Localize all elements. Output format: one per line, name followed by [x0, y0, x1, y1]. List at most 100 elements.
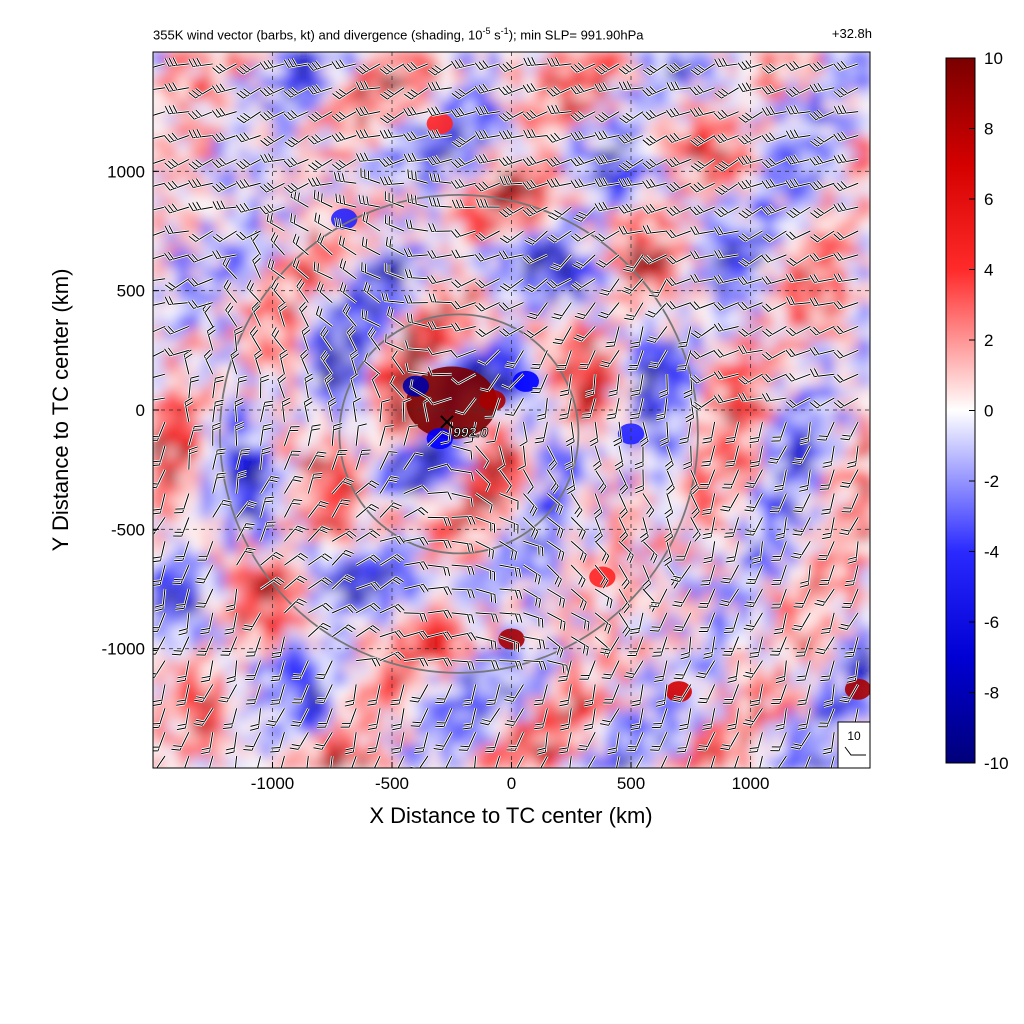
field-cell [427, 517, 441, 531]
field-cell [368, 135, 382, 149]
field-cell [858, 589, 870, 602]
field-cell [260, 696, 274, 710]
field-cell [475, 481, 489, 495]
field-cell [427, 183, 441, 197]
field-cell [714, 469, 728, 483]
field-cell [583, 469, 597, 483]
field-cell [296, 231, 310, 244]
field-cell [451, 684, 465, 698]
field-cell [690, 553, 704, 567]
field-cell [834, 410, 848, 423]
field-cell [380, 636, 393, 650]
field-cell [356, 565, 370, 579]
field-cell [858, 278, 870, 292]
field-cell [320, 171, 334, 185]
field-cell [439, 231, 453, 244]
field-cell [738, 517, 752, 531]
field-cell [666, 266, 680, 280]
field-cell [188, 744, 202, 758]
field-cell [511, 600, 525, 614]
field-cell [188, 565, 202, 579]
field-cell [224, 195, 238, 209]
field-cell [499, 672, 513, 686]
field-cell [547, 433, 561, 447]
field-cell [511, 338, 525, 352]
field-cell [368, 147, 382, 161]
field-cell [499, 374, 513, 388]
field-cell [559, 290, 573, 304]
field-cell [320, 565, 334, 579]
field-cell [368, 63, 382, 77]
field-cell [296, 469, 310, 483]
field-cell [738, 493, 752, 507]
field-cell [439, 338, 453, 352]
field-cell [427, 207, 441, 221]
field-cell [392, 63, 405, 77]
field-cell [380, 421, 393, 435]
y-tick-label: 1000 [107, 162, 145, 181]
field-cell [212, 338, 226, 352]
field-cell [392, 147, 405, 161]
field-cell [810, 708, 824, 722]
field-cell [834, 493, 848, 507]
field-cell [571, 374, 585, 388]
field-cell [296, 612, 310, 626]
field-cell [666, 242, 680, 256]
field-cell [858, 469, 870, 483]
field-cell [212, 326, 226, 340]
field-cell [188, 756, 202, 768]
field-cell [403, 445, 417, 459]
field-cell [427, 481, 441, 495]
field-cell [224, 171, 238, 185]
field-cell [260, 290, 274, 304]
divergence-maximum [479, 389, 506, 411]
field-cell [188, 493, 202, 507]
field-cell [272, 612, 286, 626]
field-cell [595, 266, 609, 280]
field-cell [164, 398, 178, 412]
field-cell [296, 505, 310, 519]
field-cell [368, 672, 382, 686]
field-cell [475, 660, 489, 674]
field-cell [224, 660, 238, 674]
field-cell [415, 242, 429, 256]
field-cell [451, 648, 465, 662]
field-cell [368, 612, 382, 626]
field-cell [571, 624, 585, 638]
field-cell [200, 290, 214, 304]
field-cell [762, 52, 776, 65]
field-cell [858, 314, 870, 328]
field-cell [308, 541, 322, 555]
field-cell [260, 660, 274, 674]
field-cell [272, 469, 286, 483]
field-cell [463, 290, 477, 304]
field-cell [260, 350, 274, 364]
field-cell [284, 541, 298, 555]
field-cell [762, 266, 776, 280]
field-cell [858, 445, 870, 459]
field-cell [200, 52, 214, 65]
field-cell [475, 553, 489, 567]
field-cell [392, 135, 405, 149]
field-cell [523, 684, 537, 698]
field-cell [786, 219, 800, 233]
field-cell [702, 433, 716, 447]
field-cell [236, 553, 250, 567]
field-cell [463, 147, 477, 161]
field-cell [619, 374, 632, 388]
divergence-maximum [665, 681, 692, 703]
field-cell [392, 517, 405, 531]
field-cell [248, 505, 262, 519]
field-cell [762, 445, 776, 459]
field-cell [858, 374, 870, 388]
field-cell [320, 159, 334, 173]
field-cell [308, 75, 322, 89]
field-cell [714, 600, 728, 614]
field-cell [439, 553, 453, 567]
field-cell [164, 147, 178, 161]
field-cell [642, 266, 656, 280]
field-cell [642, 99, 656, 113]
field-cell [810, 517, 824, 531]
field-cell [344, 52, 358, 65]
field-cell [427, 147, 441, 161]
